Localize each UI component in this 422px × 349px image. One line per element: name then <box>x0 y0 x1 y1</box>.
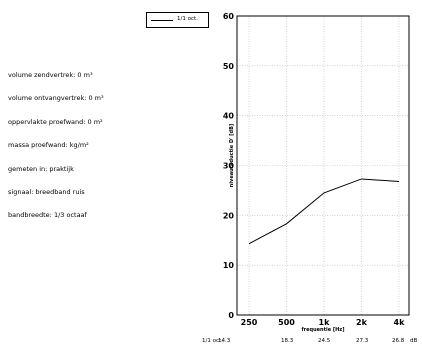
info-line: bandbreedte: 1/3 octaaf <box>8 211 87 220</box>
info-line: massa proefwand: kg/m² <box>8 141 89 150</box>
x-tick-label: 250 <box>241 318 258 327</box>
table-value: 14.3 <box>218 338 231 344</box>
info-line: gemeten in: praktijk <box>8 164 74 173</box>
info-line: volume ontvangvertrek: 0 m³ <box>8 94 104 103</box>
legend-line-swatch <box>151 20 173 21</box>
x-tick-label: 500 <box>278 318 295 327</box>
info-line: volume zendvertrek: 0 m³ <box>8 71 93 79</box>
info-line: oppervlakte proefwand: 0 m² <box>8 117 103 126</box>
y-tick-label: 40 <box>223 112 235 121</box>
y-tick-label: 50 <box>223 62 235 71</box>
table-value: 26.8 <box>392 338 405 344</box>
y-tick-label: 30 <box>223 162 235 171</box>
y-axis-label: niveaureductie D' [dB] <box>229 124 235 187</box>
y-tick-label: 60 <box>223 12 235 21</box>
table-value: 24.5 <box>318 338 331 344</box>
y-tick-label: 20 <box>223 211 235 220</box>
table-value: 18.3 <box>281 338 294 344</box>
plot-area-border <box>236 15 410 316</box>
table-unit: dB <box>410 338 418 344</box>
x-axis-label: frequentie [Hz] <box>301 327 344 333</box>
x-tick-label: 1k <box>319 318 331 327</box>
chart-legend: 1/1 oct. <box>146 12 209 28</box>
values-table-row: 1/1 oct. dB 14.3 18.3 24.5 27.3 26.8 <box>0 338 422 348</box>
table-row-label: 1/1 oct. <box>202 338 223 344</box>
measurement-info: volume zendvertrek: 0 m³ volume ontvangve… <box>8 70 208 234</box>
y-tick-label: 10 <box>223 261 235 270</box>
x-tick-label: 2k <box>356 318 368 327</box>
y-tick-label: 0 <box>228 311 234 320</box>
table-value: 27.3 <box>356 338 369 344</box>
legend-label: 1/1 oct. <box>177 16 198 22</box>
x-tick-label: 4k <box>394 318 406 327</box>
info-line: signaal: breedband ruis <box>8 187 85 196</box>
series-line <box>248 178 400 245</box>
